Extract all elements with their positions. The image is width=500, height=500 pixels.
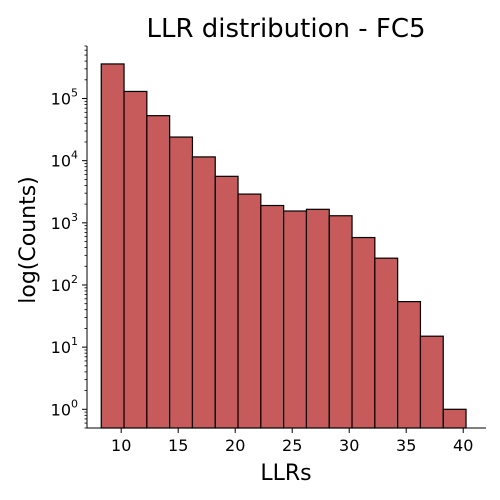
y-tick-label: 103 <box>51 211 78 233</box>
y-tick-label: 101 <box>51 335 78 357</box>
histogram-bar <box>442 408 467 429</box>
histogram-bar <box>374 257 399 429</box>
x-axis: 10 15 20 25 30 35 40 <box>87 427 486 455</box>
y-tick-label: 102 <box>51 273 78 295</box>
y-axis-label: log(Counts) <box>16 176 41 304</box>
x-tick-label: 25 <box>282 436 302 455</box>
y-tick-label: 104 <box>51 149 78 171</box>
y-axis: 100 101 102 103 104 105 <box>51 45 88 429</box>
x-tick-label: 30 <box>339 436 359 455</box>
histogram-bar <box>100 63 125 429</box>
x-tick-label: 15 <box>168 436 188 455</box>
histogram-bar <box>397 301 422 429</box>
chart-title: LLR distribution - FC5 <box>146 14 425 44</box>
y-tick-label: 105 <box>51 87 78 109</box>
x-tick-label: 20 <box>225 436 245 455</box>
x-tick-label: 35 <box>396 436 416 455</box>
histogram-bar <box>305 208 330 429</box>
histogram-bar <box>351 236 376 429</box>
x-axis-label: LLRs <box>260 461 311 486</box>
histogram-bar <box>237 193 262 429</box>
x-tick-label: 10 <box>111 436 131 455</box>
x-tick-label: 40 <box>453 436 473 455</box>
histogram-bar <box>191 156 216 429</box>
histogram-bar <box>419 335 444 429</box>
histogram-bar <box>260 204 285 429</box>
histogram-bar <box>169 136 194 429</box>
histogram-bars <box>100 63 467 429</box>
histogram-bar <box>283 210 308 429</box>
y-tick-label: 100 <box>51 397 78 419</box>
histogram-bar <box>214 175 239 429</box>
histogram-bar <box>123 90 148 429</box>
histogram-bar <box>146 115 171 429</box>
histogram-bar <box>328 215 353 429</box>
